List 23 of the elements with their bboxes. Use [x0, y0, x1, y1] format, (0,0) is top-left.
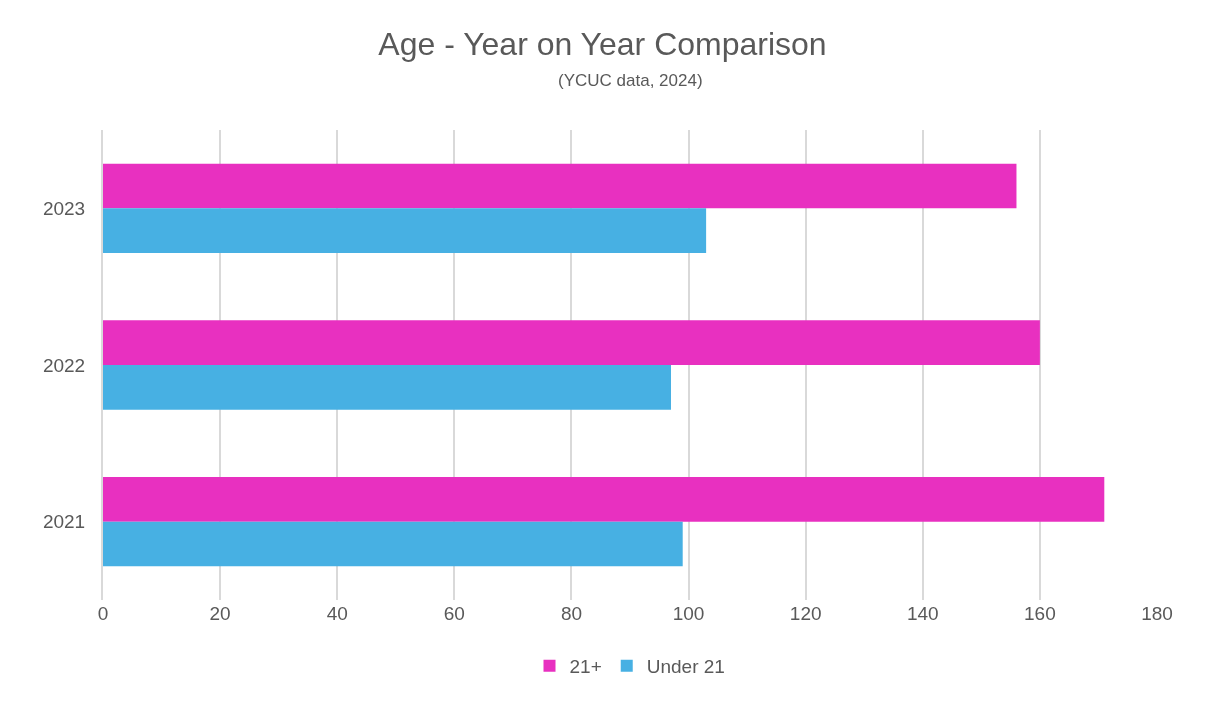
y-tick-label: 2023	[42, 197, 86, 219]
x-tick-label: 140	[906, 603, 939, 624]
bar	[103, 365, 671, 410]
y-tick-label: 2021	[42, 511, 86, 533]
bar	[103, 320, 1040, 365]
bar	[103, 163, 1017, 209]
x-tick-label: 60	[443, 603, 465, 624]
y-tick-label: 2022	[42, 354, 86, 376]
x-tick-label: 120	[789, 603, 822, 624]
x-tick-label: 180	[1141, 603, 1173, 624]
chart-title: Age - Year on Year Comparison	[378, 25, 827, 62]
bar	[103, 208, 707, 253]
chart-subtitle: (YCUC data, 2024)	[558, 71, 703, 90]
x-tick-label: 20	[209, 603, 231, 624]
legend-label: 21+	[569, 656, 602, 678]
x-tick-label: 160	[1024, 603, 1056, 624]
x-tick-label: 40	[326, 603, 348, 624]
legend-label: Under 21	[646, 656, 725, 678]
x-tick-label: 0	[97, 603, 109, 624]
bar	[103, 521, 683, 567]
x-tick-label: 80	[560, 603, 583, 624]
bar	[103, 477, 1105, 522]
x-tick-label: 100	[672, 603, 705, 624]
